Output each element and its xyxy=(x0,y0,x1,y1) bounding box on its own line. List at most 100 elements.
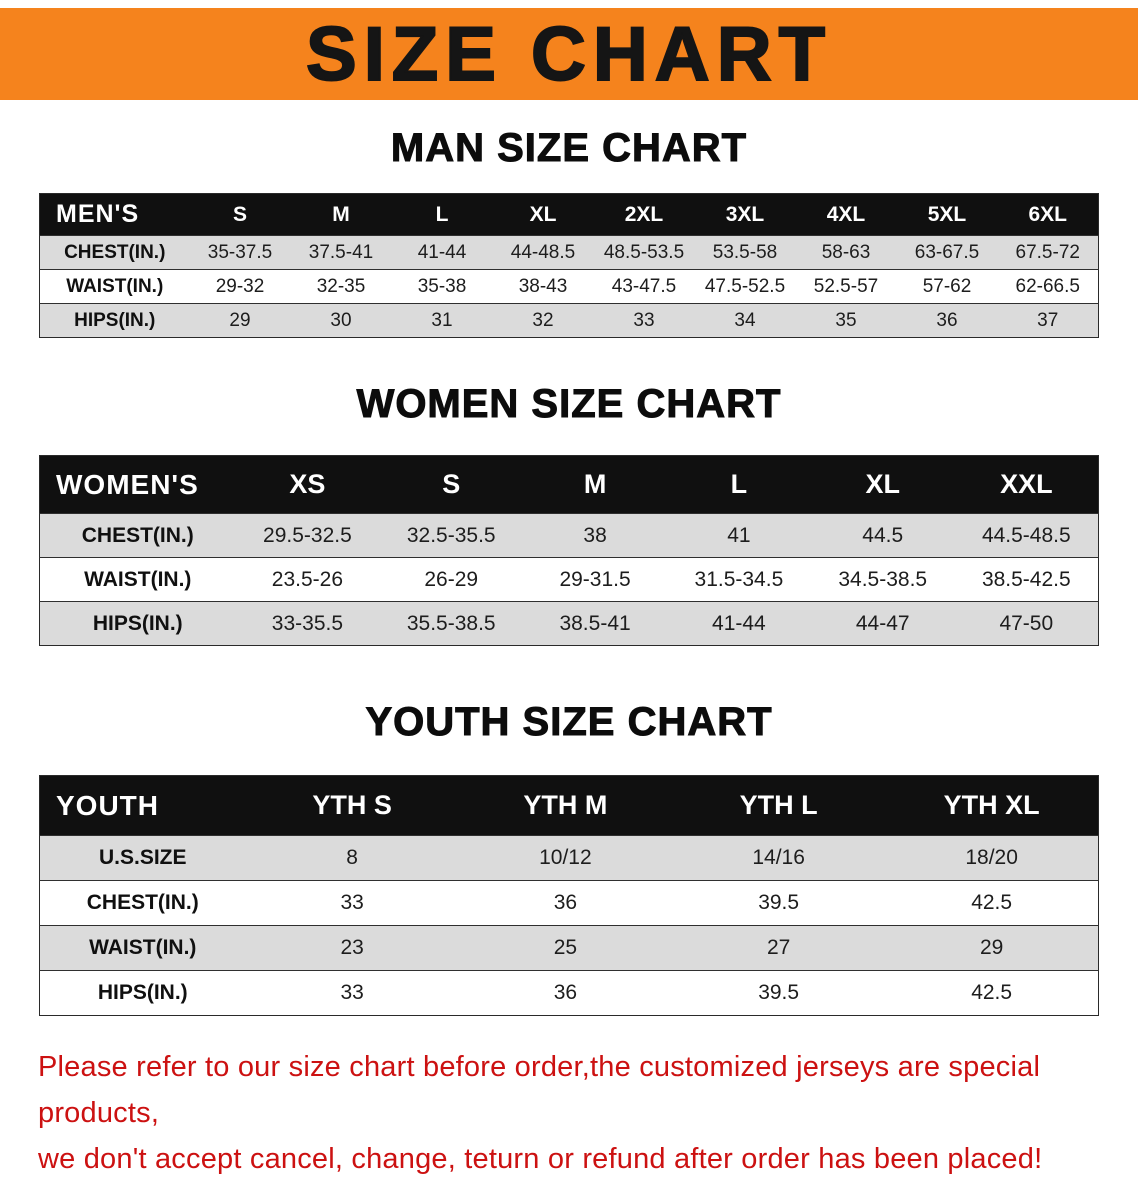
size-value: 35-38 xyxy=(417,275,467,297)
size-value: 41-44 xyxy=(417,241,467,263)
youth-size-table: YOUTH YTH S YTH M YTH L YTH XL U.S.SIZE 8 10/12… xyxy=(39,775,1099,1016)
size-value: 33 xyxy=(340,891,364,914)
footer-note-line1: Please refer to our size chart before or… xyxy=(38,1051,1041,1129)
size-chart-banner: SIZE CHART xyxy=(0,8,1138,100)
size-value: 10/12 xyxy=(539,846,592,869)
size-column-header: XXL xyxy=(1000,469,1053,499)
size-column-header: YTH S xyxy=(312,790,392,820)
row-label: WAIST(IN.) xyxy=(89,936,197,959)
size-column-header: 5XL xyxy=(927,202,967,226)
table-row: U.S.SIZE 8 10/12 14/16 18/20 xyxy=(39,835,1099,881)
row-label: CHEST(IN.) xyxy=(81,523,194,547)
size-value: 57-62 xyxy=(922,275,972,297)
women-section-title: WOMEN SIZE CHART xyxy=(356,382,782,427)
women-size-table: WOMEN'S XS S M L XL XXL CHEST(IN.) 29.5-32.5 32.5… xyxy=(39,455,1099,646)
row-label: U.S.SIZE xyxy=(98,846,187,869)
size-value: 41 xyxy=(727,523,751,547)
size-value: 36 xyxy=(936,309,958,331)
table-row: WAIST(IN.) 23 25 27 29 xyxy=(39,925,1099,971)
table-row: CHEST(IN.) 35-37.5 37.5-41 41-44 44-48.5 48.5… xyxy=(39,235,1099,270)
size-column-header: XS xyxy=(289,469,326,499)
size-value: 42.5 xyxy=(971,981,1013,1004)
size-column-header: YTH M xyxy=(523,790,608,820)
size-value: 44-48.5 xyxy=(510,241,576,263)
youth-size-section: YOUTH SIZE CHART YOUTH YTH S YTH M YTH L YTH… xyxy=(0,700,1138,1016)
size-value: 23.5-26 xyxy=(271,567,344,591)
size-value: 14/16 xyxy=(752,846,805,869)
size-column-header: 6XL xyxy=(1028,202,1067,226)
size-column-header: S xyxy=(442,469,461,499)
size-column-header: XL xyxy=(529,202,557,226)
size-value: 52.5-57 xyxy=(813,275,879,297)
size-value: 58-63 xyxy=(821,241,871,263)
size-value: 29 xyxy=(229,309,251,331)
women-size-section: WOMEN SIZE CHART WOMEN'S XS S M L XL XXL CHEST(… xyxy=(0,382,1138,646)
size-value: 44.5 xyxy=(862,523,904,547)
size-value: 37.5-41 xyxy=(308,241,374,263)
size-column-header: 3XL xyxy=(725,202,765,226)
size-column-header: XL xyxy=(865,469,900,499)
men-section-title: MAN SIZE CHART xyxy=(390,126,748,171)
table-header-row: YOUTH YTH S YTH M YTH L YTH XL xyxy=(39,775,1099,836)
size-value: 32-35 xyxy=(316,275,366,297)
size-column-header: 4XL xyxy=(826,202,866,226)
size-value: 38.5-41 xyxy=(559,611,631,635)
table-header-row: MEN'S S M L XL 2XL 3XL 4XL 5XL 6XL xyxy=(39,193,1099,236)
size-value: 47.5-52.5 xyxy=(704,275,786,297)
size-value: 36 xyxy=(553,891,578,914)
size-value: 67.5-72 xyxy=(1015,241,1080,263)
row-label: WAIST(IN.) xyxy=(66,275,164,297)
men-size-table: MEN'S S M L XL 2XL 3XL 4XL 5XL 6XL CHEST(IN.) 35-37… xyxy=(39,193,1099,338)
size-value: 47-50 xyxy=(999,611,1054,635)
size-value: 8 xyxy=(346,846,358,869)
size-value: 38.5-42.5 xyxy=(981,567,1071,591)
size-value: 31.5-34.5 xyxy=(694,567,784,591)
size-column-header: 2XL xyxy=(624,202,664,226)
footer-note-line2: we don't accept cancel, change, teturn o… xyxy=(38,1143,1043,1175)
row-label: CHEST(IN.) xyxy=(64,241,166,263)
table-row: CHEST(IN.) 33 36 39.5 42.5 xyxy=(39,880,1099,926)
size-value: 29-32 xyxy=(215,275,265,297)
size-column-header: S xyxy=(232,202,247,226)
size-value: 31 xyxy=(431,309,453,331)
row-label: HIPS(IN.) xyxy=(74,309,156,331)
size-column-header: YTH L xyxy=(739,790,818,820)
size-value: 35-37.5 xyxy=(207,241,273,263)
size-value: 34 xyxy=(734,309,756,331)
size-value: 42.5 xyxy=(971,891,1013,914)
table-header-row: WOMEN'S XS S M L XL XXL xyxy=(39,455,1099,514)
row-label: CHEST(IN.) xyxy=(86,891,199,914)
size-value: 27 xyxy=(766,936,791,959)
footer-note: Please refer to our size chart before or… xyxy=(38,1044,1100,1182)
size-value: 43-47.5 xyxy=(611,275,677,297)
size-value: 44-47 xyxy=(855,611,910,635)
size-column-header: L xyxy=(730,469,748,499)
table-corner-label: YOUTH xyxy=(56,789,159,821)
size-value: 29.5-32.5 xyxy=(263,523,352,547)
size-value: 25 xyxy=(553,936,578,959)
banner-title: SIZE CHART xyxy=(305,11,832,98)
size-column-header: M xyxy=(583,469,607,499)
size-value: 32.5-35.5 xyxy=(406,523,496,547)
size-value: 33-35.5 xyxy=(271,611,344,635)
size-value: 35 xyxy=(835,309,857,331)
table-row: WAIST(IN.) 29-32 32-35 35-38 38-43 43-47.5 47.… xyxy=(39,269,1099,304)
size-value: 33 xyxy=(633,309,655,331)
size-value: 37 xyxy=(1037,309,1059,331)
size-column-header: M xyxy=(332,202,350,226)
size-value: 44.5-48.5 xyxy=(981,523,1071,547)
size-value: 29-31.5 xyxy=(559,567,631,591)
row-label: HIPS(IN.) xyxy=(97,981,188,1004)
size-column-header: YTH XL xyxy=(943,790,1040,820)
table-row: WAIST(IN.) 23.5-26 26-29 29-31.5 31.5-34.5 34… xyxy=(39,557,1099,602)
men-size-section: MAN SIZE CHART MEN'S S M L XL 2XL 3XL 4XL 5XL 6XL… xyxy=(0,126,1138,338)
row-label: WAIST(IN.) xyxy=(84,567,192,591)
size-column-header: L xyxy=(435,202,449,226)
table-row: CHEST(IN.) 29.5-32.5 32.5-35.5 38 41 44.5 44.5… xyxy=(39,513,1099,558)
size-value: 41-44 xyxy=(712,611,766,635)
size-value: 33 xyxy=(340,981,364,1004)
size-value: 32 xyxy=(532,309,554,331)
size-value: 23 xyxy=(340,936,364,959)
size-value: 18/20 xyxy=(965,846,1018,869)
table-corner-label: MEN'S xyxy=(56,200,140,228)
